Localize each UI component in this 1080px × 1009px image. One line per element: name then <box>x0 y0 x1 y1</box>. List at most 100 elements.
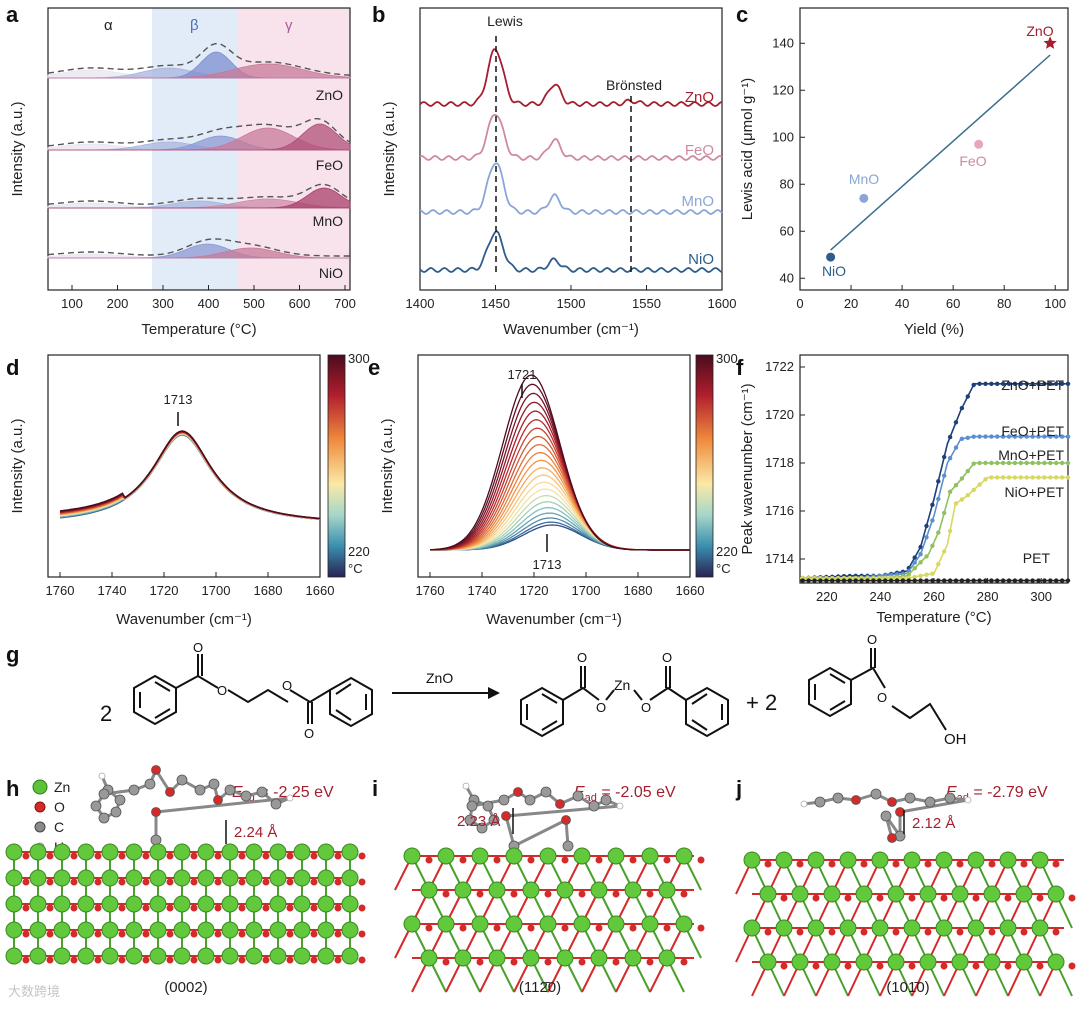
c-point-MnO <box>859 193 869 203</box>
f-point-4 <box>924 578 929 583</box>
c-ytick-label-1: 60 <box>780 223 794 238</box>
i-o-atom <box>680 958 688 966</box>
a-xtick-label-3: 400 <box>198 296 220 311</box>
h-zn-atom <box>29 947 47 965</box>
b-sample-feo: FeO <box>685 142 714 159</box>
panel-g: g 2 O O O O ZnO O O Zn O O + 2 <box>6 632 967 748</box>
h-o-atom <box>214 904 222 912</box>
f-point-0 <box>1006 381 1012 386</box>
j-zn-atom <box>855 885 873 903</box>
g-o-10: O <box>877 690 887 705</box>
h-o-atom <box>22 956 30 964</box>
i-facet: (112̄0) <box>519 979 561 996</box>
i-o-atom <box>646 890 654 898</box>
i-mol-c-atom <box>466 800 478 812</box>
i-zn-atom <box>539 847 557 865</box>
c-point-nio-label: NiO <box>822 263 846 279</box>
j-zn-atom <box>967 851 985 869</box>
j-mol-o-atom <box>887 797 897 807</box>
b-sample-nio: NiO <box>688 251 714 268</box>
f-point-4 <box>965 578 970 583</box>
j-o-atom <box>892 860 900 868</box>
a-peak-3-2 <box>48 247 350 259</box>
f-point-2 <box>936 530 941 535</box>
i-mol-o-atom <box>501 811 511 821</box>
d-xtick-label-5: 1660 <box>306 583 335 598</box>
g-reagent: ZnO <box>426 670 453 686</box>
c-legend-icon <box>34 821 46 833</box>
f-point-4 <box>942 578 947 583</box>
h-o-atom <box>310 904 318 912</box>
f-point-2 <box>912 566 917 571</box>
i-zn-atom <box>573 847 591 865</box>
i-o-atom <box>476 890 484 898</box>
f-point-4 <box>906 578 911 583</box>
i-zn-atom <box>641 847 659 865</box>
f-point-4 <box>977 578 982 583</box>
i-o-atom <box>459 924 467 932</box>
i-o-atom <box>612 958 620 966</box>
h-zn-atom <box>101 895 119 913</box>
j-o-atom <box>860 860 868 868</box>
j-o-atom <box>860 928 868 936</box>
f-point-0 <box>1030 381 1035 386</box>
j-mol-bond <box>899 798 969 814</box>
h-o-atom <box>262 852 270 860</box>
j-o-atom <box>1036 894 1044 902</box>
h-facet: (0002) <box>164 979 207 996</box>
i-o-atom <box>510 890 518 898</box>
h-mol-c-atom <box>150 834 162 846</box>
j-o-atom <box>956 928 964 936</box>
h-mol-c-atom <box>128 784 140 796</box>
j-zn-atom <box>839 851 857 869</box>
h-o-atom <box>190 956 198 964</box>
f-point-1 <box>912 560 917 565</box>
f-point-4 <box>918 578 923 583</box>
i-zn-atom <box>658 881 676 899</box>
h-o-atom <box>310 956 318 964</box>
j-zn-atom <box>743 851 761 869</box>
h-zn-atom <box>125 869 143 887</box>
i-zn-atom <box>641 915 659 933</box>
panel-h-label: h <box>6 776 19 801</box>
f-point-0 <box>1042 381 1047 386</box>
i-o-atom <box>680 890 688 898</box>
g-benzene-ring-4 <box>685 686 729 738</box>
panel-i: i Ead = -2.05 eV 2.23 Å (112̄0) <box>372 776 705 996</box>
j-o-atom <box>908 894 916 902</box>
i-zn-atom <box>590 881 608 899</box>
i-o-atom <box>527 924 535 932</box>
j-o-atom <box>876 962 884 970</box>
f-point-4 <box>800 578 805 583</box>
j-zn-atom <box>887 953 905 971</box>
i-o-atom <box>442 890 450 898</box>
h-zn-atom <box>341 921 359 939</box>
i-mol-bond <box>513 818 567 848</box>
j-o-atom <box>828 928 836 936</box>
c-xtick-label-0: 0 <box>796 296 803 311</box>
f-point-3 <box>924 572 929 577</box>
j-mol-o-atom <box>851 795 861 805</box>
h-zn-atom <box>101 921 119 939</box>
i-zn-atom <box>454 881 472 899</box>
j-mol-h-atom <box>800 800 808 808</box>
j-zn-atom <box>1047 953 1065 971</box>
c-ytick-label-2: 80 <box>780 176 794 191</box>
i-o-atom <box>561 924 569 932</box>
h-mol-c-atom <box>176 774 188 786</box>
f-point-2 <box>1054 460 1059 466</box>
f-point-0 <box>989 381 994 386</box>
h-zn-atom <box>53 895 71 913</box>
j-o-atom <box>764 860 772 868</box>
f-point-2 <box>1012 460 1018 466</box>
h-mol-c-atom <box>256 786 268 798</box>
j-zn-atom <box>919 885 937 903</box>
h-mol-c-atom <box>224 784 236 796</box>
h-o-atom <box>358 852 366 860</box>
f-series-feo: FeO+PET <box>1001 423 1064 439</box>
i-zno-slab <box>394 847 705 993</box>
i-zn-atom <box>522 881 540 899</box>
f-ytick-label-2: 1718 <box>765 455 794 470</box>
f-point-4 <box>900 578 906 583</box>
e-spectrum-1 <box>429 383 690 551</box>
